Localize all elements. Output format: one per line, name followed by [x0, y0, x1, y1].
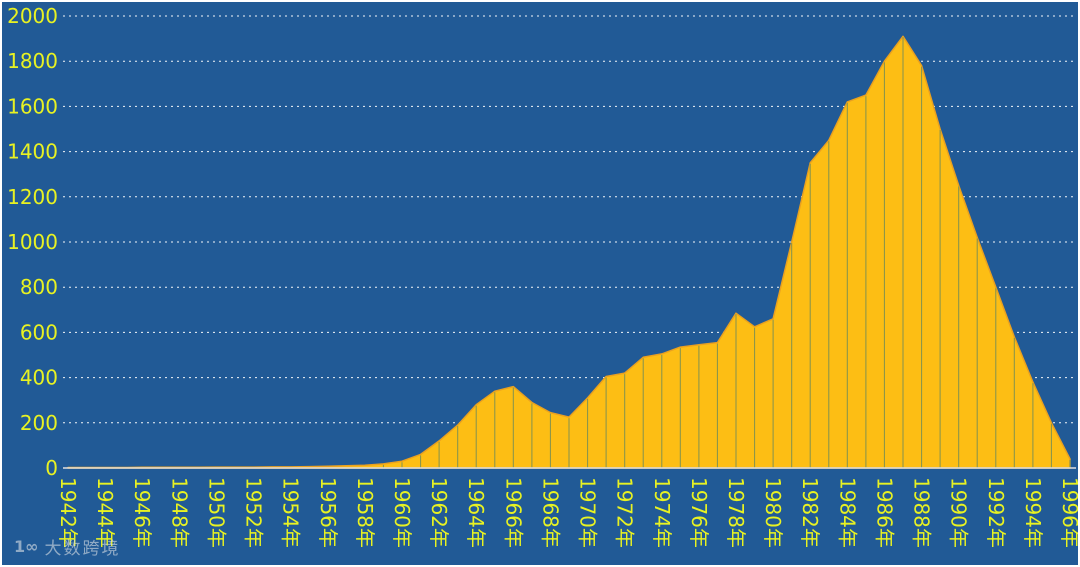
x-tick-label: 1962年	[427, 477, 451, 548]
x-tick-label: 1988年	[910, 477, 934, 548]
x-tick-label: 1944年	[93, 477, 117, 548]
area-series	[67, 35, 1071, 469]
y-tick-label: 1800	[7, 49, 58, 73]
x-tick-label: 1996年	[1058, 477, 1078, 548]
x-tick-label: 1972年	[613, 477, 637, 548]
x-tick-label: 1964年	[464, 477, 488, 548]
x-tick-label: 1960年	[390, 477, 414, 548]
x-tick-label: 1976年	[687, 477, 711, 548]
x-tick-label: 1946年	[130, 477, 154, 548]
y-tick-label: 2000	[7, 4, 58, 28]
y-tick-label: 1400	[7, 140, 58, 164]
x-tick-label: 1958年	[353, 477, 377, 548]
x-tick-label: 1970年	[576, 477, 600, 548]
x-tick-label: 1954年	[279, 477, 303, 548]
y-tick-label: 1600	[7, 94, 58, 118]
x-tick-label: 1986年	[872, 477, 896, 548]
x-tick-label: 1950年	[204, 477, 228, 548]
y-tick-label: 0	[45, 456, 58, 480]
x-tick-label: 1952年	[242, 477, 266, 548]
x-tick-label: 1980年	[761, 477, 785, 548]
x-tick-label: 1948年	[167, 477, 191, 548]
x-tick-label: 1978年	[724, 477, 748, 548]
x-tick-label: 1982年	[798, 477, 822, 548]
x-tick-label: 1992年	[984, 477, 1008, 548]
x-tick-label: 1968年	[538, 477, 562, 548]
y-tick-label: 800	[20, 275, 58, 299]
x-tick-label: 1990年	[947, 477, 971, 548]
y-tick-label: 1200	[7, 185, 58, 209]
y-tick-label: 400	[20, 366, 58, 390]
y-tick-label: 200	[20, 411, 58, 435]
x-tick-label: 1974年	[650, 477, 674, 548]
x-tick-label: 1994年	[1021, 477, 1045, 548]
x-tick-label: 1956年	[316, 477, 340, 548]
y-tick-label: 1000	[7, 230, 58, 254]
x-tick-label: 1942年	[56, 477, 80, 548]
y-tick-label: 600	[20, 320, 58, 344]
x-tick-label: 1966年	[501, 477, 525, 548]
x-tick-label: 1984年	[835, 477, 859, 548]
